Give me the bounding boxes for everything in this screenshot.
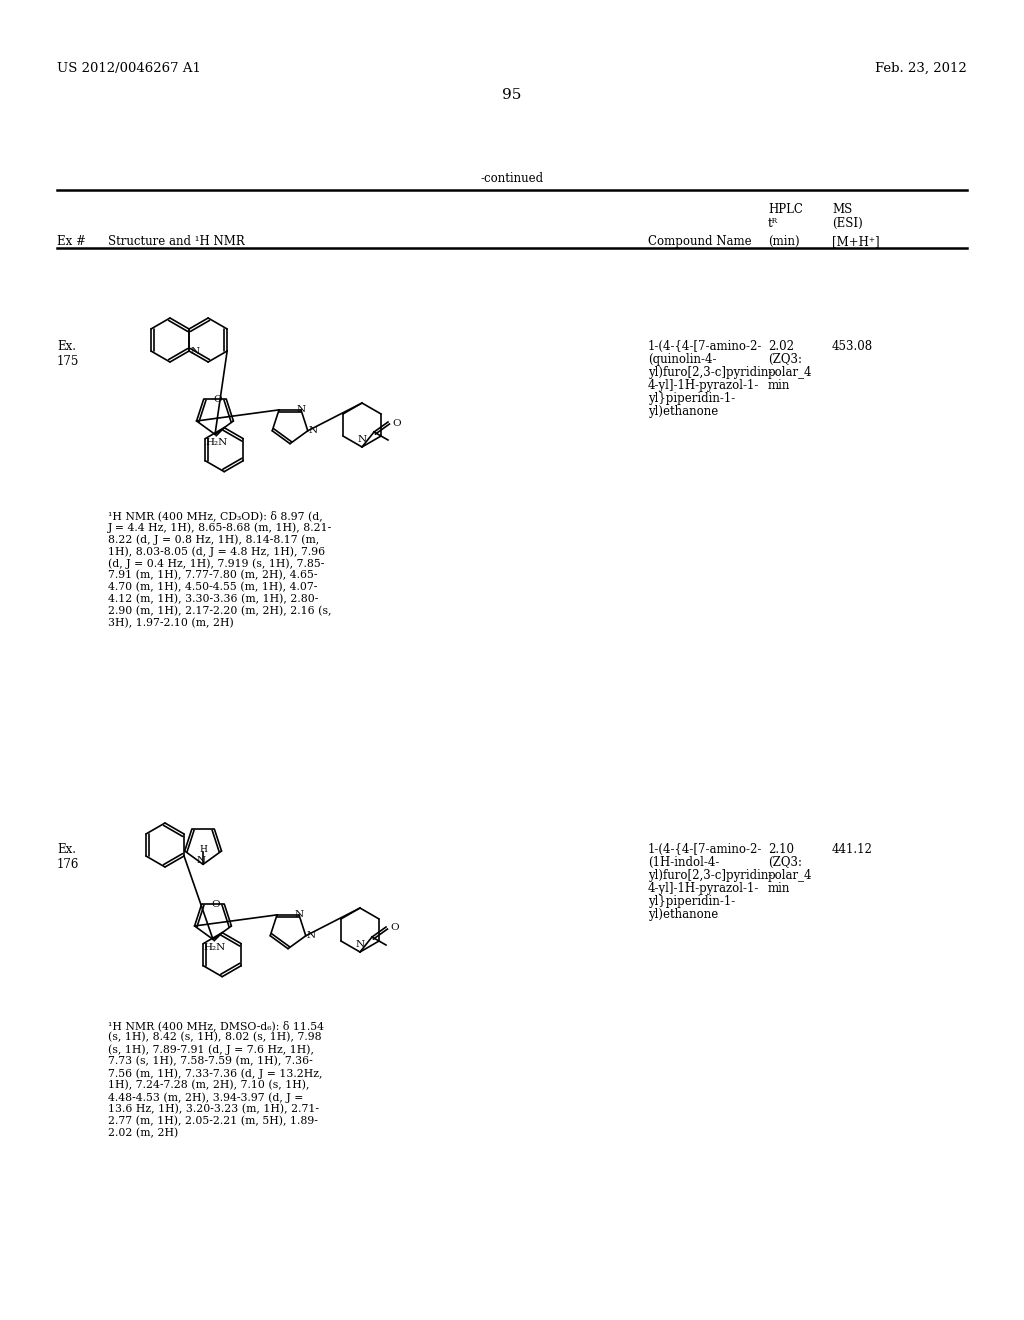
Text: min: min: [768, 882, 791, 895]
Text: 1H), 8.03-8.05 (d, J = 4.8 Hz, 1H), 7.96: 1H), 8.03-8.05 (d, J = 4.8 Hz, 1H), 7.96: [108, 546, 326, 557]
Text: 2.02 (m, 2H): 2.02 (m, 2H): [108, 1129, 178, 1138]
Text: 2.02: 2.02: [768, 341, 794, 352]
Text: 7.73 (s, 1H), 7.58-7.59 (m, 1H), 7.36-: 7.73 (s, 1H), 7.58-7.59 (m, 1H), 7.36-: [108, 1056, 312, 1067]
Text: O: O: [392, 418, 400, 428]
Text: 95: 95: [503, 88, 521, 102]
Text: yl}piperidin-1-: yl}piperidin-1-: [648, 392, 735, 405]
Text: 1H), 7.24-7.28 (m, 2H), 7.10 (s, 1H),: 1H), 7.24-7.28 (m, 2H), 7.10 (s, 1H),: [108, 1080, 309, 1090]
Text: N: N: [357, 436, 367, 444]
Text: 2.90 (m, 1H), 2.17-2.20 (m, 2H), 2.16 (s,: 2.90 (m, 1H), 2.17-2.20 (m, 2H), 2.16 (s…: [108, 606, 332, 616]
Text: 441.12: 441.12: [831, 843, 872, 855]
Text: yl}piperidin-1-: yl}piperidin-1-: [648, 895, 735, 908]
Text: (ZQ3:: (ZQ3:: [768, 352, 802, 366]
Text: Ex.
175: Ex. 175: [57, 341, 80, 368]
Text: 4-yl]-1H-pyrazol-1-: 4-yl]-1H-pyrazol-1-: [648, 882, 760, 895]
Text: yl)furo[2,3-c]pyridin-: yl)furo[2,3-c]pyridin-: [648, 366, 772, 379]
Text: ¹H NMR (400 MHz, DMSO-d₆): δ 11.54: ¹H NMR (400 MHz, DMSO-d₆): δ 11.54: [108, 1020, 324, 1031]
Text: 453.08: 453.08: [831, 341, 873, 352]
Text: (quinolin-4-: (quinolin-4-: [648, 352, 717, 366]
Text: (1H-indol-4-: (1H-indol-4-: [648, 855, 720, 869]
Text: N: N: [355, 940, 365, 949]
Text: 4-yl]-1H-pyrazol-1-: 4-yl]-1H-pyrazol-1-: [648, 379, 760, 392]
Text: (s, 1H), 8.42 (s, 1H), 8.02 (s, 1H), 7.98: (s, 1H), 8.42 (s, 1H), 8.02 (s, 1H), 7.9…: [108, 1032, 322, 1043]
Text: yl)ethanone: yl)ethanone: [648, 405, 718, 418]
Text: tᴿ: tᴿ: [768, 216, 778, 230]
Text: 4.48-4.53 (m, 2H), 3.94-3.97 (d, J =: 4.48-4.53 (m, 2H), 3.94-3.97 (d, J =: [108, 1092, 303, 1102]
Text: N: N: [295, 911, 303, 919]
Text: O: O: [213, 395, 221, 404]
Text: polar_4: polar_4: [768, 869, 812, 882]
Text: HPLC: HPLC: [768, 203, 803, 216]
Text: 7.91 (m, 1H), 7.77-7.80 (m, 2H), 4.65-: 7.91 (m, 1H), 7.77-7.80 (m, 2H), 4.65-: [108, 570, 317, 581]
Text: polar_4: polar_4: [768, 366, 812, 379]
Text: (d, J = 0.4 Hz, 1H), 7.919 (s, 1H), 7.85-: (d, J = 0.4 Hz, 1H), 7.919 (s, 1H), 7.85…: [108, 558, 325, 569]
Text: Feb. 23, 2012: Feb. 23, 2012: [876, 62, 967, 75]
Text: US 2012/0046267 A1: US 2012/0046267 A1: [57, 62, 201, 75]
Text: H₂N: H₂N: [203, 942, 225, 952]
Text: 4.12 (m, 1H), 3.30-3.36 (m, 1H), 2.80-: 4.12 (m, 1H), 3.30-3.36 (m, 1H), 2.80-: [108, 594, 318, 605]
Text: 3H), 1.97-2.10 (m, 2H): 3H), 1.97-2.10 (m, 2H): [108, 618, 233, 628]
Text: Compound Name: Compound Name: [648, 235, 752, 248]
Text: O: O: [390, 924, 398, 932]
Text: N: N: [296, 405, 305, 414]
Text: -continued: -continued: [480, 172, 544, 185]
Text: min: min: [768, 379, 791, 392]
Text: ¹H NMR (400 MHz, CD₃OD): δ 8.97 (d,: ¹H NMR (400 MHz, CD₃OD): δ 8.97 (d,: [108, 510, 323, 521]
Text: 2.77 (m, 1H), 2.05-2.21 (m, 5H), 1.89-: 2.77 (m, 1H), 2.05-2.21 (m, 5H), 1.89-: [108, 1115, 317, 1126]
Text: 1-(4-{4-[7-amino-2-: 1-(4-{4-[7-amino-2-: [648, 341, 763, 352]
Text: 8.22 (d, J = 0.8 Hz, 1H), 8.14-8.17 (m,: 8.22 (d, J = 0.8 Hz, 1H), 8.14-8.17 (m,: [108, 535, 319, 545]
Text: (ESI): (ESI): [831, 216, 863, 230]
Text: H: H: [199, 845, 207, 854]
Text: Structure and ¹H NMR: Structure and ¹H NMR: [108, 235, 245, 248]
Text: (min): (min): [768, 235, 800, 248]
Text: 7.56 (m, 1H), 7.33-7.36 (d, J = 13.2Hz,: 7.56 (m, 1H), 7.33-7.36 (d, J = 13.2Hz,: [108, 1068, 323, 1078]
Text: (ZQ3:: (ZQ3:: [768, 855, 802, 869]
Text: [M+H⁺]: [M+H⁺]: [831, 235, 880, 248]
Text: N: N: [190, 346, 200, 355]
Text: N: N: [307, 932, 316, 940]
Text: MS: MS: [831, 203, 852, 216]
Text: Ex #: Ex #: [57, 235, 86, 248]
Text: 4.70 (m, 1H), 4.50-4.55 (m, 1H), 4.07-: 4.70 (m, 1H), 4.50-4.55 (m, 1H), 4.07-: [108, 582, 317, 593]
Text: 1-(4-{4-[7-amino-2-: 1-(4-{4-[7-amino-2-: [648, 843, 763, 855]
Text: 2.10: 2.10: [768, 843, 794, 855]
Text: 13.6 Hz, 1H), 3.20-3.23 (m, 1H), 2.71-: 13.6 Hz, 1H), 3.20-3.23 (m, 1H), 2.71-: [108, 1104, 319, 1114]
Text: H₂N: H₂N: [205, 438, 227, 446]
Text: N: N: [197, 855, 206, 865]
Text: yl)furo[2,3-c]pyridin-: yl)furo[2,3-c]pyridin-: [648, 869, 772, 882]
Text: yl)ethanone: yl)ethanone: [648, 908, 718, 921]
Text: J = 4.4 Hz, 1H), 8.65-8.68 (m, 1H), 8.21-: J = 4.4 Hz, 1H), 8.65-8.68 (m, 1H), 8.21…: [108, 521, 332, 532]
Text: (s, 1H), 7.89-7.91 (d, J = 7.6 Hz, 1H),: (s, 1H), 7.89-7.91 (d, J = 7.6 Hz, 1H),: [108, 1044, 314, 1055]
Text: O: O: [211, 900, 220, 909]
Text: Ex.
176: Ex. 176: [57, 843, 80, 871]
Text: N: N: [309, 426, 317, 436]
